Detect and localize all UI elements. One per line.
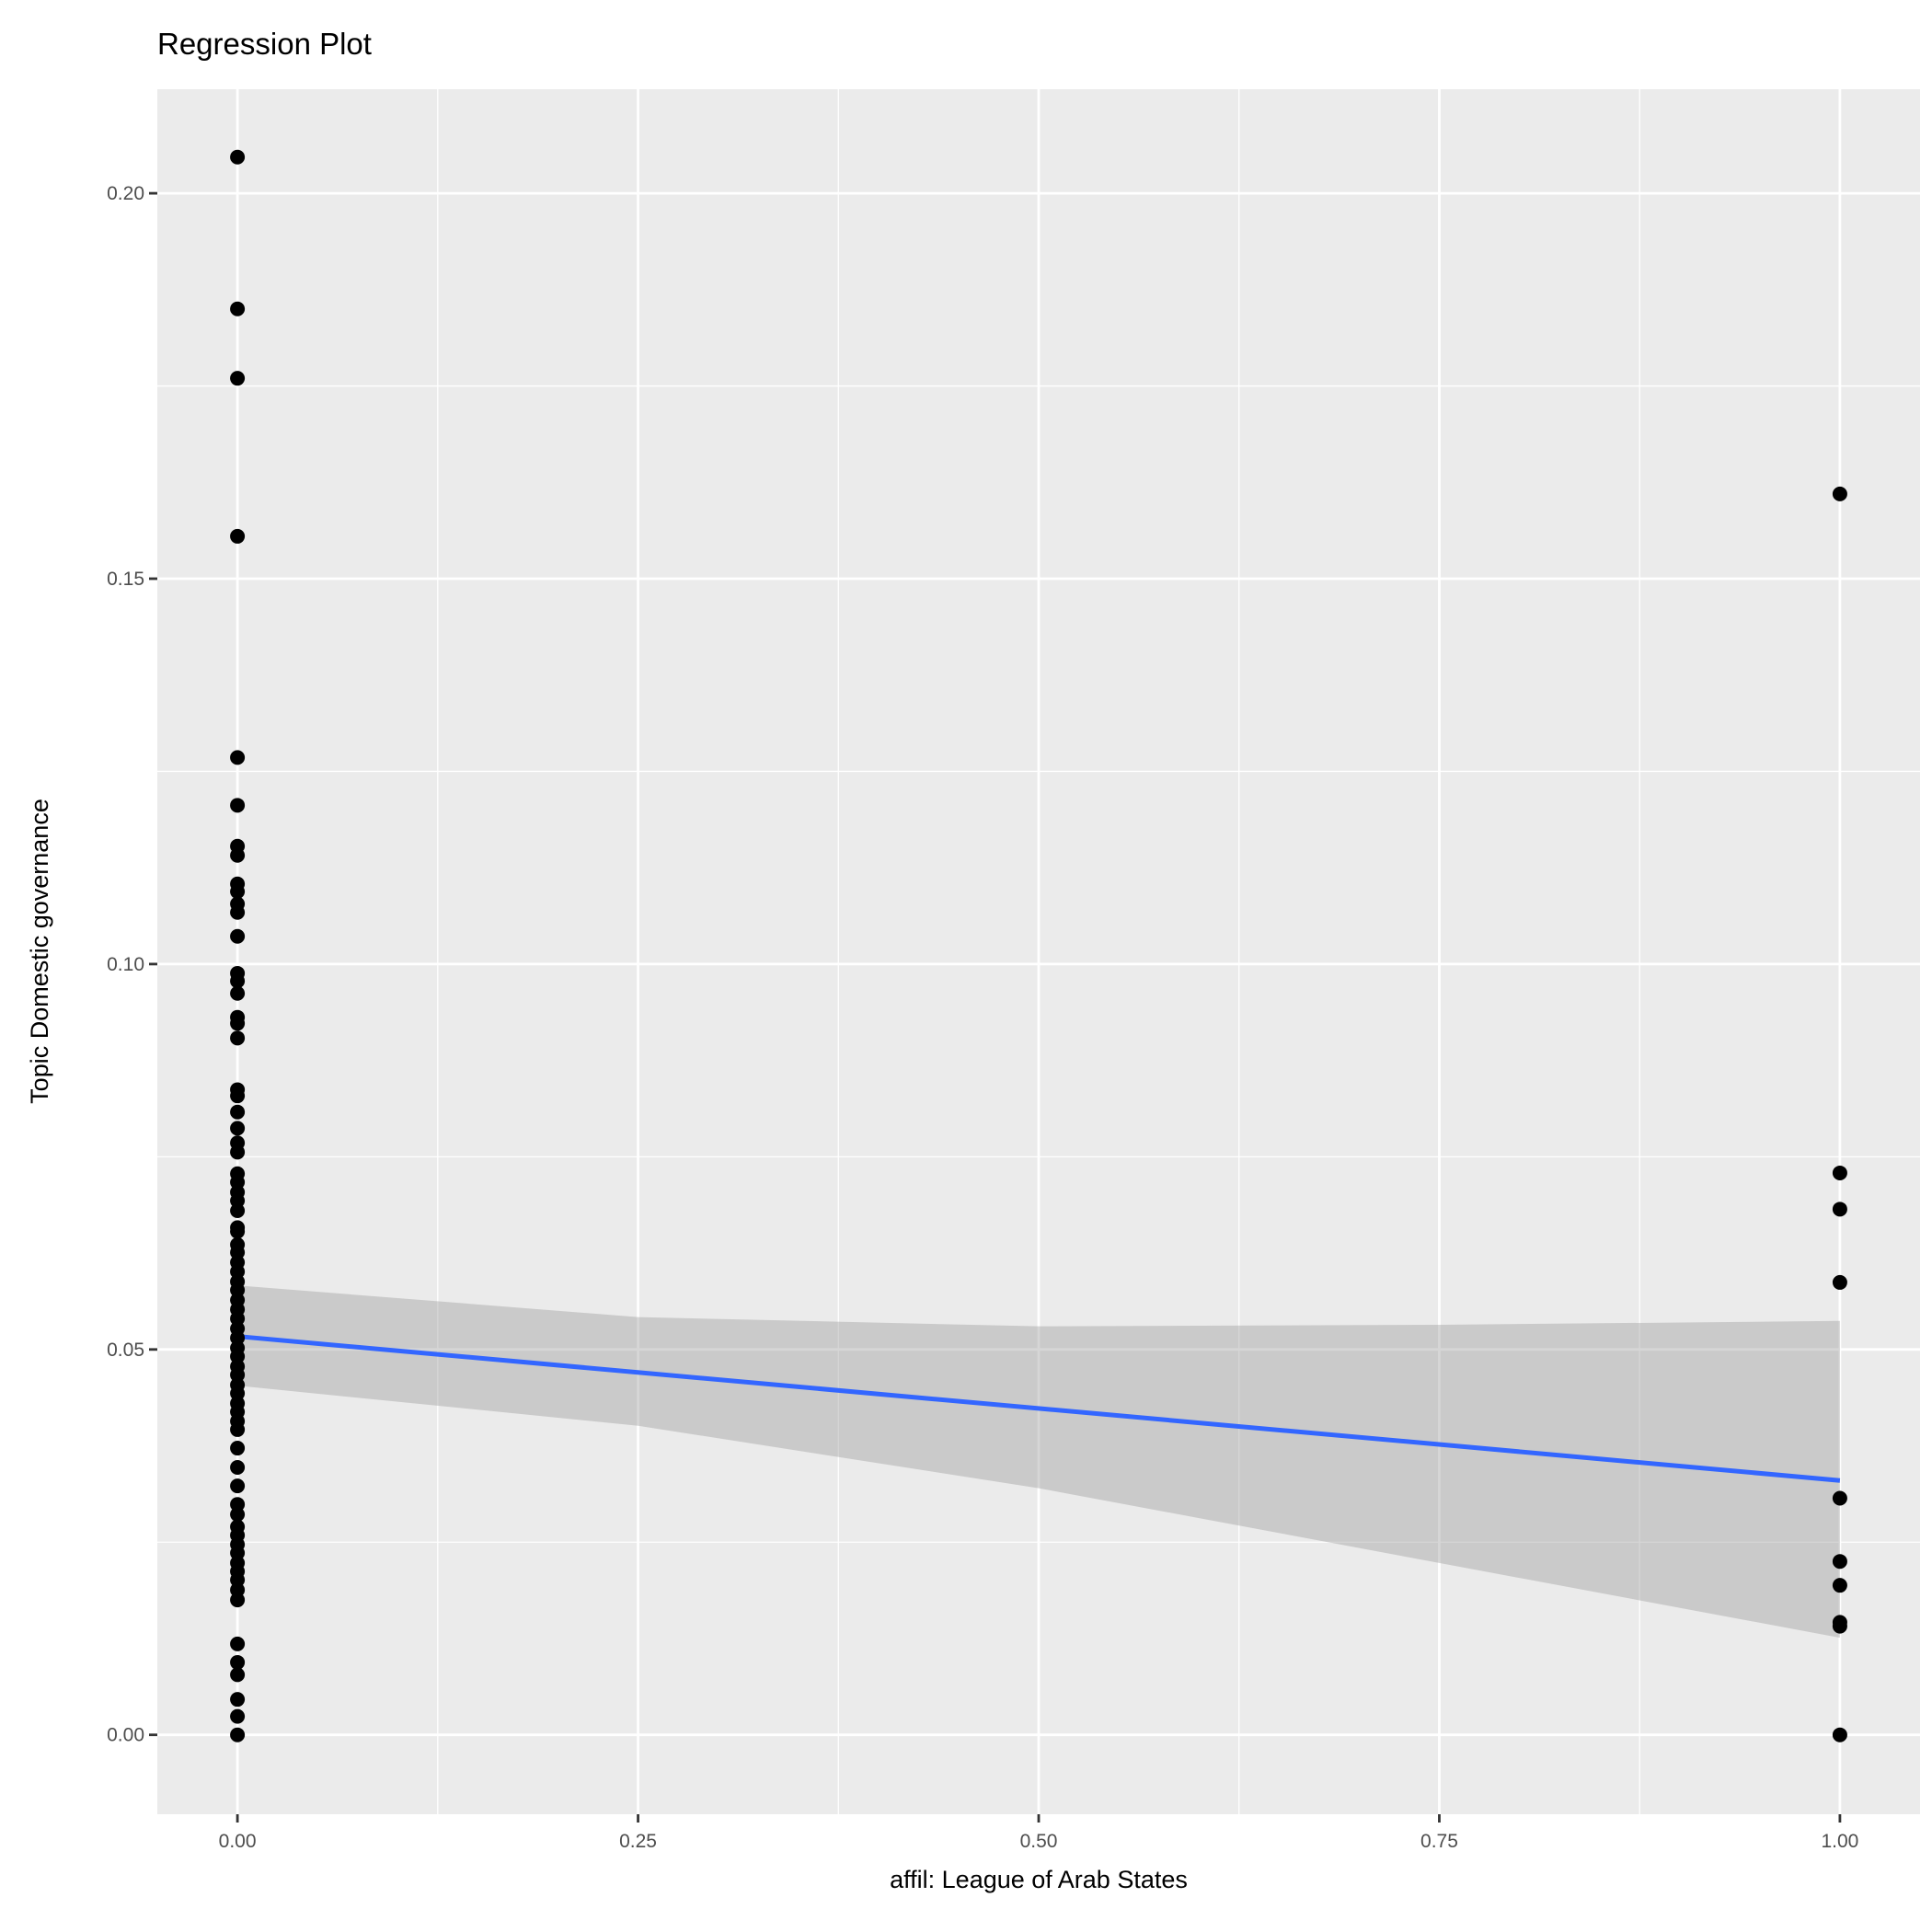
data-point <box>230 1654 246 1670</box>
data-point <box>1832 1165 1847 1180</box>
data-point <box>230 1121 246 1136</box>
data-point <box>230 528 246 544</box>
data-point <box>230 1441 246 1456</box>
data-point <box>230 1030 246 1046</box>
y-axis-title: Topic Domestic governance <box>26 799 53 1104</box>
data-point <box>230 1203 246 1219</box>
data-point <box>230 798 246 813</box>
data-point <box>230 1593 246 1608</box>
data-point <box>230 371 246 386</box>
data-point <box>230 1088 246 1104</box>
data-point <box>230 1636 246 1651</box>
x-tick-label: 1.00 <box>1821 1831 1858 1852</box>
data-point <box>1832 1578 1847 1593</box>
x-tick-label: 0.75 <box>1420 1831 1458 1852</box>
data-point <box>230 985 246 1001</box>
data-point <box>230 1507 246 1523</box>
data-point <box>1832 1274 1847 1290</box>
regression-line <box>236 1334 1841 1483</box>
data-point <box>230 1478 246 1494</box>
data-point <box>1832 1490 1847 1506</box>
data-point <box>1832 1202 1847 1217</box>
data-point <box>230 1459 246 1475</box>
data-point <box>230 1016 246 1031</box>
y-tick-label: 0.15 <box>107 569 144 590</box>
x-tick-label: 0.50 <box>1020 1831 1058 1852</box>
data-point <box>230 1667 246 1683</box>
data-point <box>1832 1618 1847 1634</box>
data-point <box>230 1421 246 1437</box>
data-point <box>230 301 246 316</box>
data-point <box>1832 1554 1847 1570</box>
data-point <box>230 1708 246 1724</box>
x-axis-title: affil: League of Arab States <box>890 1866 1188 1893</box>
data-point <box>230 884 246 900</box>
data-point <box>230 847 246 863</box>
data-point <box>230 750 246 765</box>
data-point <box>230 1224 246 1239</box>
data-point <box>230 928 246 944</box>
data-point <box>230 973 246 989</box>
y-tick-label: 0.05 <box>107 1340 144 1361</box>
y-tick-label: 0.10 <box>107 954 144 975</box>
data-point <box>230 1144 246 1160</box>
chart-title: Regression Plot <box>157 27 372 61</box>
y-tick-label: 0.20 <box>107 183 144 204</box>
data-point <box>230 904 246 920</box>
data-point <box>230 1727 246 1742</box>
data-point <box>230 149 246 165</box>
data-point <box>230 1104 246 1120</box>
x-tick-label: 0.00 <box>219 1831 257 1852</box>
data-point <box>230 1692 246 1708</box>
data-point <box>1832 486 1847 501</box>
data-point <box>1832 1727 1847 1742</box>
x-tick-label: 0.25 <box>619 1831 657 1852</box>
y-tick-label: 0.00 <box>107 1725 144 1746</box>
